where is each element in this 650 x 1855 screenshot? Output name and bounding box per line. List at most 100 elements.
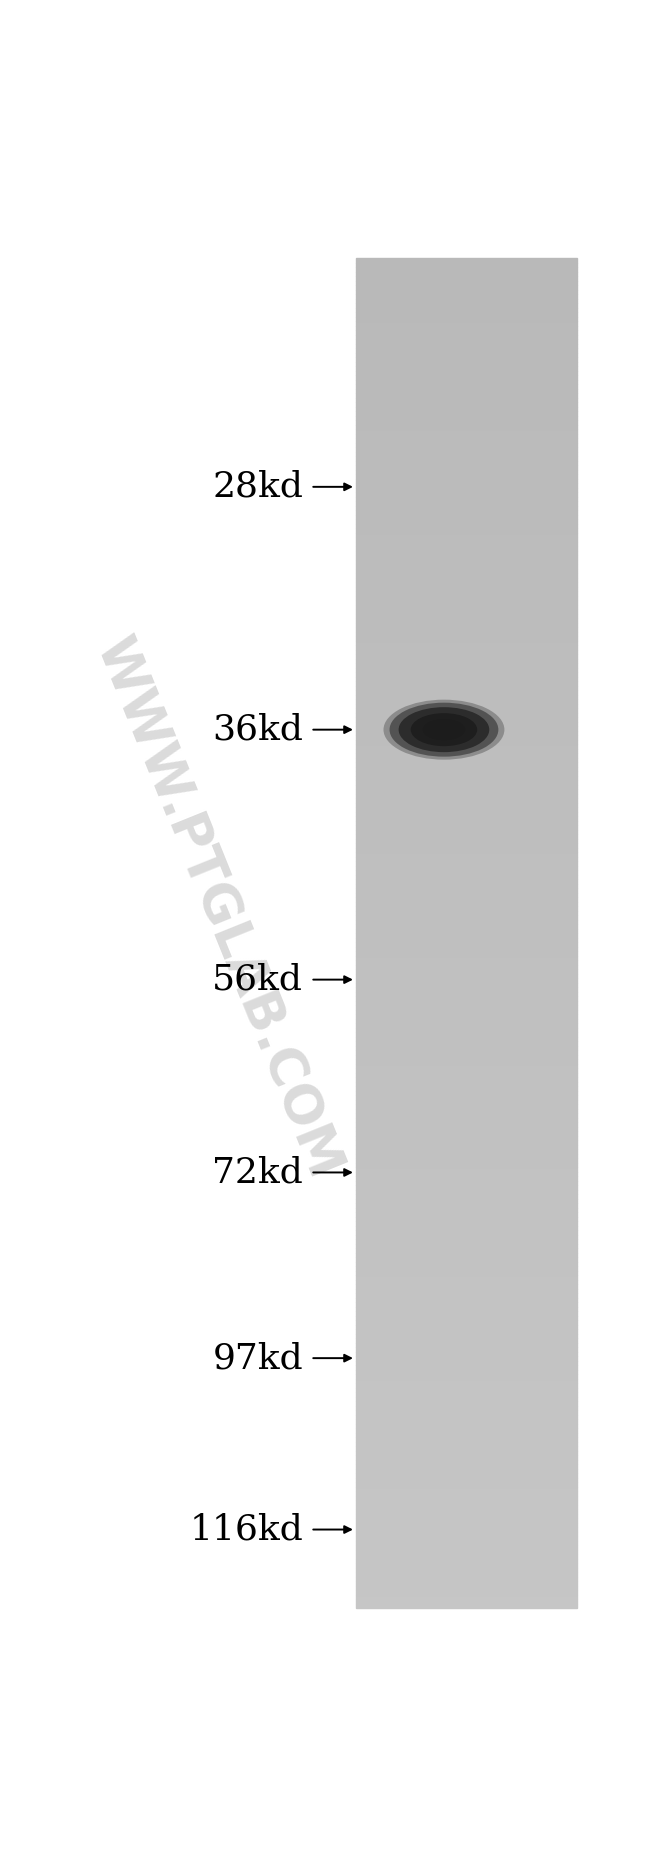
Bar [356,516,577,519]
Bar [356,1163,577,1167]
Bar [356,974,577,978]
Bar [356,443,577,447]
Bar [356,1447,577,1451]
Bar [356,807,577,812]
Bar [356,469,577,475]
Bar [356,961,577,965]
Bar [356,1590,577,1595]
Bar [356,1334,577,1337]
Bar [356,497,577,501]
Bar [356,1208,577,1211]
Bar [356,403,577,406]
Bar [356,479,577,484]
Bar [356,1577,577,1580]
Bar [356,838,577,844]
Bar [356,1167,577,1172]
Bar [356,803,577,807]
Bar [356,1473,577,1478]
Bar [356,1527,577,1532]
Bar [356,1221,577,1226]
Bar [356,775,577,781]
Bar [356,1119,577,1122]
Bar [356,996,577,1000]
Bar [356,798,577,803]
Bar [356,1100,577,1104]
Bar [356,1482,577,1486]
Bar [356,1469,577,1473]
Bar [356,844,577,848]
Bar [356,608,577,614]
Bar [356,1204,577,1208]
Bar [356,987,577,992]
Bar [356,911,577,915]
Bar [356,898,577,902]
Bar [356,1072,577,1078]
Bar [356,915,577,920]
Bar [356,343,577,349]
Bar [356,1542,577,1545]
Bar [356,406,577,412]
Text: 56kd: 56kd [212,963,303,996]
Bar [356,955,577,961]
Bar [356,851,577,857]
Bar [356,929,577,933]
Bar [356,1087,577,1091]
Bar [356,312,577,317]
Bar [356,753,577,757]
Bar [356,1523,577,1527]
Ellipse shape [422,720,465,740]
Text: 36kd: 36kd [212,712,303,748]
Bar [356,1432,577,1438]
Bar [356,757,577,762]
Bar [356,636,577,640]
Bar [356,555,577,560]
Bar [356,510,577,516]
Bar [356,397,577,403]
Bar [356,1324,577,1330]
Bar [356,308,577,312]
Bar [356,390,577,393]
Bar [356,506,577,510]
Bar [356,1388,577,1391]
Bar [356,640,577,646]
Bar [356,1230,577,1235]
Bar [356,902,577,907]
Ellipse shape [411,712,477,746]
Text: WWW.PTGLAB.COM: WWW.PTGLAB.COM [84,631,350,1187]
Bar [356,946,577,952]
Bar [356,349,577,352]
Bar [356,664,577,668]
Bar [356,1271,577,1274]
Bar [356,358,577,362]
Bar [356,334,577,339]
Bar [356,939,577,942]
Bar [356,829,577,835]
Bar [356,1113,577,1119]
Bar [356,577,577,582]
Text: 97kd: 97kd [213,1341,303,1375]
Bar [356,434,577,438]
Bar [356,501,577,506]
Bar [356,586,577,592]
Bar [356,551,577,555]
Bar [356,1261,577,1267]
Bar [356,1009,577,1015]
Bar [356,1356,577,1360]
Bar [356,1226,577,1230]
Bar [356,267,577,273]
Bar [356,453,577,456]
Bar [356,425,577,429]
Bar [356,416,577,421]
Bar [356,788,577,794]
Bar [356,965,577,968]
Bar [356,1495,577,1501]
Bar [356,1315,577,1321]
Bar [356,727,577,731]
Bar [356,772,577,775]
Bar [356,1046,577,1050]
Bar [356,1132,577,1135]
Bar [356,677,577,681]
Bar [356,1293,577,1298]
Bar [356,1172,577,1176]
Bar [356,1015,577,1018]
